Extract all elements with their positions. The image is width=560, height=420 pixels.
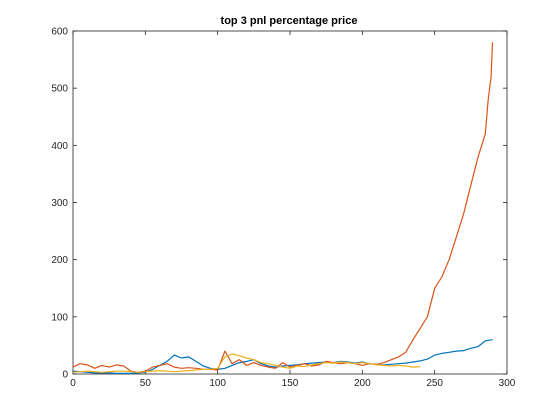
y-tick-label: 0 bbox=[62, 370, 68, 381]
series-line-2 bbox=[72, 42, 494, 373]
series-line-1 bbox=[72, 339, 493, 374]
x-tick-label: 50 bbox=[140, 378, 152, 389]
x-tick-label: 250 bbox=[426, 378, 443, 389]
x-tick-label: 300 bbox=[499, 378, 516, 389]
y-tick-label: 600 bbox=[51, 27, 68, 38]
y-tick-label: 200 bbox=[51, 255, 68, 266]
x-tick-label: 150 bbox=[282, 378, 299, 389]
y-tick-label: 100 bbox=[51, 312, 68, 323]
chart-title: top 3 pnl percentage price bbox=[221, 15, 358, 27]
axis-ticks: 0 50 100 150 200 250 300 0 100 200 300 400 500 600 bbox=[51, 27, 515, 390]
y-tick-label: 400 bbox=[51, 141, 68, 152]
x-tick-label: 100 bbox=[209, 378, 226, 389]
y-tick-label: 300 bbox=[51, 198, 68, 209]
plot-area-frame bbox=[72, 30, 508, 375]
y-tick-label: 500 bbox=[51, 84, 68, 95]
x-tick-label: 200 bbox=[354, 378, 371, 389]
series-line-3 bbox=[72, 353, 421, 373]
series-layer bbox=[72, 42, 494, 374]
x-tick-label: 0 bbox=[70, 378, 76, 389]
